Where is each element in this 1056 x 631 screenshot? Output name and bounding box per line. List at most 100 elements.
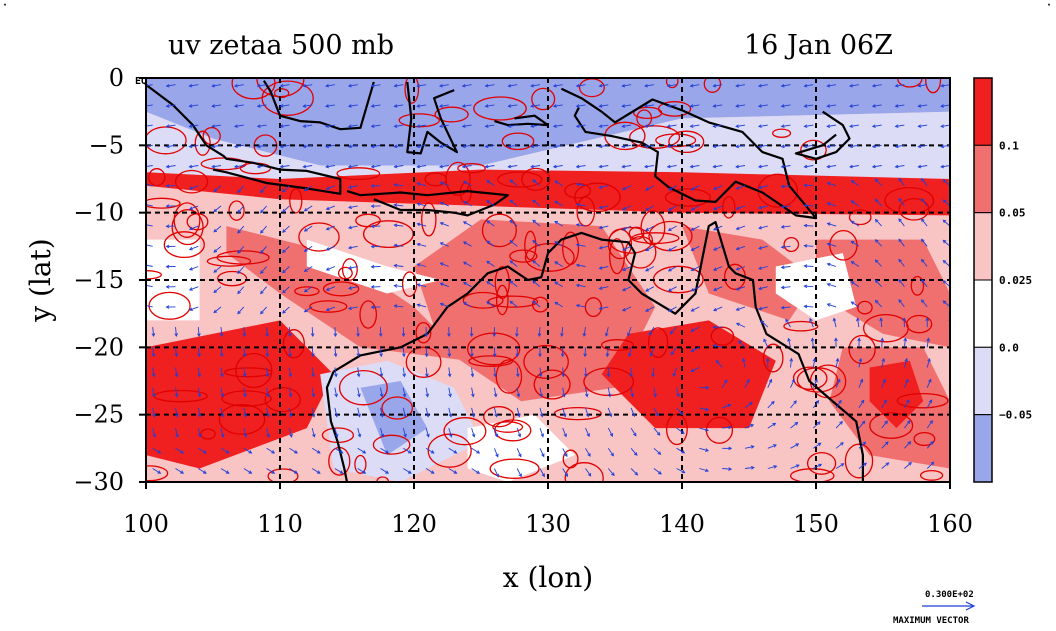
wind-vector [462, 180, 472, 187]
wind-vector [942, 300, 950, 308]
wind-vector [575, 303, 586, 308]
wind-vector [735, 306, 746, 311]
contour-line [381, 396, 414, 420]
corner-mark-tr: · [1046, 0, 1052, 11]
colorbar-label: 0.1 [999, 139, 1019, 152]
wind-vector [493, 448, 499, 458]
wind-vector [448, 468, 458, 474]
contour-line [341, 258, 358, 281]
wind-vector [416, 182, 427, 187]
coastline [406, 81, 458, 155]
wind-vector [174, 367, 179, 378]
wind-vector [575, 263, 586, 268]
wind-vector [220, 468, 230, 474]
wind-vector [211, 104, 222, 108]
wind-vector [898, 198, 905, 207]
wind-vector [484, 164, 495, 169]
wind-vector [288, 427, 293, 438]
wind-vector [757, 124, 768, 128]
wind-vector [622, 286, 632, 292]
wind-vector [621, 83, 632, 88]
wind-vector [393, 223, 404, 228]
wind-vector [539, 448, 545, 458]
wind-vector [826, 181, 837, 187]
wind-vector [493, 468, 499, 478]
wind-vector [874, 259, 883, 267]
wind-vector [302, 164, 313, 169]
wind-vector [188, 124, 199, 128]
wind-vector [303, 286, 313, 293]
wind-vector [492, 327, 497, 338]
wind-vector [175, 468, 185, 474]
contour-line [404, 78, 420, 104]
wind-vector [509, 219, 518, 227]
wind-vector [607, 407, 613, 418]
wind-vector [712, 104, 723, 108]
wind-vector [347, 83, 358, 88]
wind-vector [834, 337, 838, 348]
y-tick-label: −30 [73, 468, 124, 496]
wind-vector [325, 144, 335, 149]
wind-vector [484, 124, 495, 128]
wind-vector [509, 179, 518, 187]
contour-line [146, 197, 181, 209]
wind-vector [233, 164, 244, 169]
wind-vector [425, 427, 430, 438]
wind-vector [197, 427, 202, 438]
contour-line [309, 300, 348, 313]
wind-vector [881, 399, 887, 409]
wind-vector [767, 378, 773, 388]
contour-line [789, 468, 835, 482]
wind-vector [560, 347, 565, 358]
wind-vector [509, 300, 518, 308]
contour-line [468, 355, 514, 367]
contour-line [501, 132, 535, 151]
x-tick-label: 120 [391, 510, 437, 538]
wind-vector [622, 245, 632, 251]
wind-vector [925, 317, 930, 328]
wind-vector [699, 468, 710, 473]
contour-line [772, 128, 792, 138]
wind-vector [471, 387, 475, 398]
wind-vector [347, 286, 358, 290]
wind-vector [260, 225, 267, 234]
wind-vector [758, 306, 768, 311]
contour-line [173, 202, 201, 238]
wind-vector [146, 84, 153, 88]
wind-vector [699, 385, 710, 390]
wind-vector [758, 245, 768, 250]
y-axis-ticks: 0 −5 −10 −15 −20 −25 −30 [73, 64, 146, 496]
wind-vector [470, 347, 474, 358]
wind-vector [175, 447, 185, 454]
wind-vector [303, 225, 313, 232]
wind-vector [942, 179, 950, 187]
wind-vector [325, 306, 336, 312]
wind-vector [219, 327, 224, 338]
wind-vector [493, 387, 498, 398]
wind-vector [780, 285, 791, 290]
wind-vector [849, 83, 859, 88]
wind-vector [813, 442, 822, 449]
wind-vector [152, 468, 162, 474]
contour-line [703, 78, 722, 93]
wind-vector [690, 306, 700, 312]
wind-vector [539, 427, 544, 438]
wind-vector [926, 461, 935, 469]
wind-vector [735, 286, 746, 291]
wind-vector [165, 184, 176, 188]
wind-vector [416, 104, 427, 108]
wind-vector [197, 407, 202, 418]
wind-vector [146, 144, 153, 149]
wind-vector [575, 144, 586, 149]
wind-vector [881, 462, 890, 469]
wind-vector [598, 83, 609, 88]
wind-vector [303, 205, 313, 212]
wind-vector [242, 347, 247, 358]
contour-line [762, 343, 784, 373]
wind-vector [858, 357, 863, 368]
contour-line [910, 275, 925, 296]
contour-line [624, 235, 657, 269]
wind-vector [744, 445, 755, 449]
wind-vector [260, 205, 267, 214]
wind-vector [425, 367, 429, 378]
